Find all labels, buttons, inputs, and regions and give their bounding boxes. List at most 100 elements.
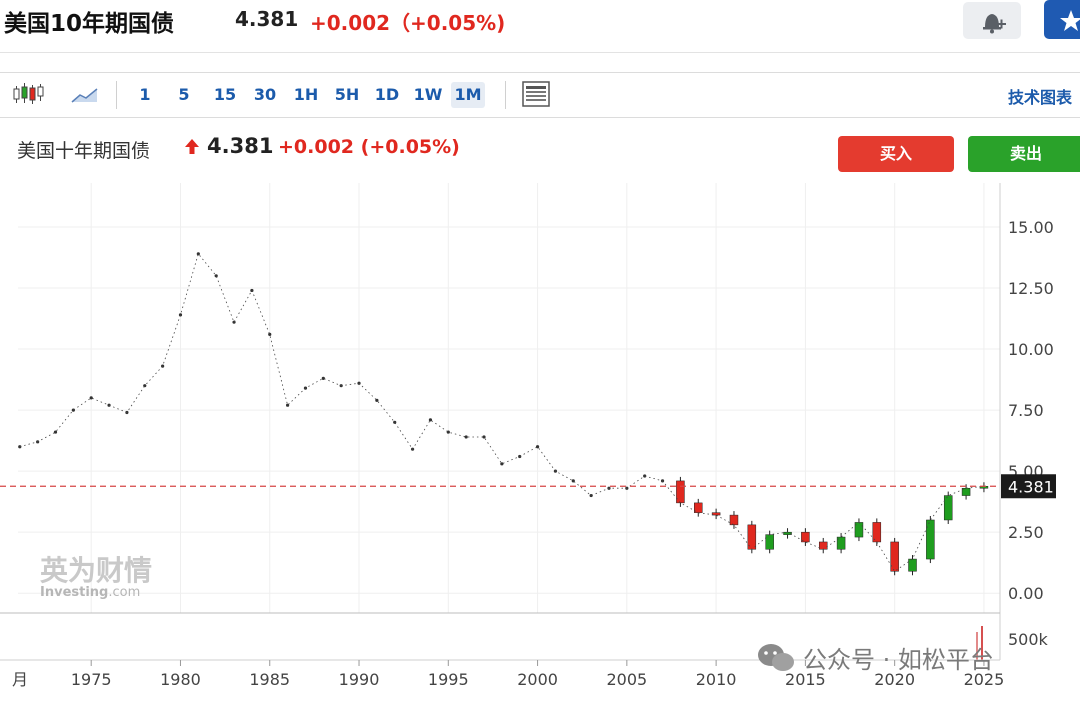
x-tick-label: 1985 [249, 670, 290, 689]
watermark-text: 公众号 · 如松平台 [803, 646, 994, 674]
candle-body [801, 531, 810, 543]
y-tick-label: 10.00 [1008, 340, 1054, 359]
data-point [464, 435, 468, 439]
data-point [535, 445, 540, 449]
candle-body [694, 502, 703, 513]
legend-price: 4.381 [207, 134, 274, 158]
data-point [589, 493, 593, 498]
candle-body [818, 541, 828, 550]
data-point [196, 252, 200, 256]
toolbar-divider [505, 81, 506, 109]
instrument-header: 美国10年期国债 4.381 +0.002（+0.05%) [0, 0, 1080, 53]
chart-grid [18, 183, 1000, 613]
layout-button[interactable] [520, 80, 552, 108]
wechat-icon [758, 644, 794, 671]
candle-body [943, 495, 953, 521]
data-point [268, 332, 272, 336]
interval-1m-button[interactable]: 1M [451, 82, 485, 108]
logo-en-name: Investing [40, 585, 108, 600]
interval-15-button[interactable]: 15 [213, 85, 237, 104]
page-title: 美国10年期国债 [4, 11, 175, 37]
candle-body [765, 534, 774, 550]
data-point [53, 430, 58, 434]
legend-change-pct: (+0.05%) [360, 136, 460, 158]
candle-body [926, 519, 935, 560]
volume-bar [981, 626, 983, 660]
layout-icon [522, 81, 550, 107]
data-point [161, 364, 165, 368]
data-point [214, 274, 218, 278]
x-tick-label: 2020 [874, 670, 915, 689]
candlestick-button[interactable] [13, 80, 45, 108]
x-tick-label: 2015 [785, 670, 826, 689]
logo-en-suffix: .com [108, 585, 140, 600]
volume-bars [976, 626, 983, 660]
add-alert-button[interactable] [963, 2, 1021, 39]
chart-toolbar: 1 5 15 30 1H 5H 1D 1W 1M 技术图表 [0, 72, 1080, 118]
investing-logo: 英为财情 Investing.com [40, 554, 152, 600]
candle-body [836, 536, 846, 550]
volume-bar [976, 632, 978, 660]
add-watchlist-button[interactable] [1044, 0, 1080, 39]
interval-30-button[interactable]: 30 [253, 85, 277, 104]
y-tick-label: 2.50 [1008, 523, 1044, 542]
toolbar-divider [116, 81, 117, 109]
legend-change: +0.002 (+0.05%) [278, 136, 460, 158]
data-point [89, 396, 93, 400]
data-point [375, 398, 379, 402]
candle-body [908, 558, 917, 572]
x-tick-label: 1975 [71, 670, 112, 689]
price-series [18, 252, 989, 576]
data-point [178, 313, 183, 317]
x-tick-label: 1995 [428, 670, 469, 689]
y-tick-label: 7.50 [1008, 401, 1044, 420]
candle-body [711, 512, 721, 516]
bell-plus-icon [983, 14, 1006, 34]
y-tick-label: 12.50 [1008, 279, 1054, 298]
logo-cn: 英为财情 [40, 554, 152, 587]
y-tick-label: 15.00 [1008, 218, 1054, 237]
candle-body [676, 480, 685, 504]
candlestick-icon [13, 83, 44, 104]
y-tick-label: 0.00 [1008, 584, 1044, 603]
x-tick-label: 2025 [964, 670, 1005, 689]
header-change: +0.002（+0.05%) [310, 11, 506, 35]
header-price: 4.381 [235, 7, 299, 31]
interval-1w-button[interactable]: 1W [413, 85, 443, 104]
interval-5-button[interactable]: 5 [178, 85, 190, 104]
candle-body [961, 487, 971, 496]
interval-1h-button[interactable]: 1H [293, 85, 319, 104]
x-tick-label: 1980 [160, 670, 201, 689]
star-icon [1060, 10, 1080, 31]
x-tick-label: 1990 [339, 670, 380, 689]
data-point [232, 320, 236, 324]
interval-5h-button[interactable]: 5H [334, 85, 360, 104]
data-point [321, 376, 325, 380]
series-line [19, 252, 984, 572]
interval-1-button[interactable]: 1 [139, 85, 151, 104]
sell-button[interactable]: 卖出 [968, 136, 1080, 172]
candle-body [729, 514, 739, 526]
data-point [500, 462, 504, 466]
volume-axis-label: 500k [1008, 630, 1049, 649]
area-chart-button[interactable] [69, 80, 101, 108]
area-chart-icon [71, 88, 98, 103]
x-tick-label: 2005 [606, 670, 647, 689]
legend-change-abs: +0.002 [278, 136, 355, 158]
last-price-tag [1001, 474, 1056, 499]
data-point [18, 445, 22, 449]
interval-1d-button[interactable]: 1D [374, 85, 400, 104]
last-price-label: 4.381 [1008, 477, 1054, 496]
data-point [643, 474, 647, 478]
x-edge-label: 月 [12, 670, 28, 689]
data-point [428, 418, 433, 422]
x-tick-label: 2000 [517, 670, 558, 689]
buy-button[interactable]: 买入 [838, 136, 954, 172]
x-tick-label: 2010 [696, 670, 737, 689]
technical-chart-link[interactable]: 技术图表 [1007, 88, 1072, 107]
logo-en: Investing.com [40, 585, 140, 600]
candle-body [872, 522, 882, 543]
legend-instrument-name: 美国十年期国债 [17, 140, 151, 162]
